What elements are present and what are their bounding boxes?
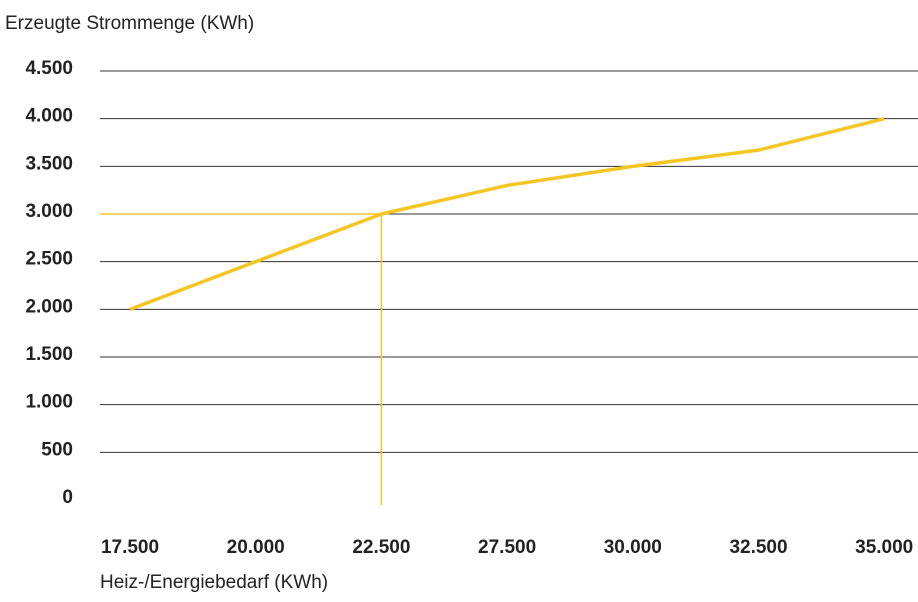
y-tick-label: 0 xyxy=(62,487,73,508)
y-tick-label: 1.000 xyxy=(25,392,73,413)
x-tick-label: 22.500 xyxy=(352,537,410,558)
y-tick-label: 3.500 xyxy=(25,153,73,174)
y-tick-label: 3.000 xyxy=(25,201,73,222)
y-tick-label: 4.500 xyxy=(25,58,73,79)
y-tick-label: 1.500 xyxy=(25,344,73,365)
y-tick-label: 2.500 xyxy=(25,249,73,270)
x-tick-label: 35.000 xyxy=(855,537,913,558)
data-line xyxy=(129,116,885,311)
y-tick-label: 4.000 xyxy=(25,106,73,127)
x-tick-label: 30.000 xyxy=(604,537,662,558)
x-tick-label: 20.000 xyxy=(227,537,285,558)
x-axis-label: Heiz-/Energiebedarf (KWh) xyxy=(100,572,328,593)
x-tick-label: 17.500 xyxy=(101,537,159,558)
y-tick-label: 2.000 xyxy=(25,296,73,317)
x-tick-label: 27.500 xyxy=(478,537,536,558)
x-tick-label: 32.500 xyxy=(729,537,787,558)
y-axis-label: Erzeugte Strommenge (KWh) xyxy=(5,13,254,34)
y-tick-label: 500 xyxy=(41,439,73,460)
